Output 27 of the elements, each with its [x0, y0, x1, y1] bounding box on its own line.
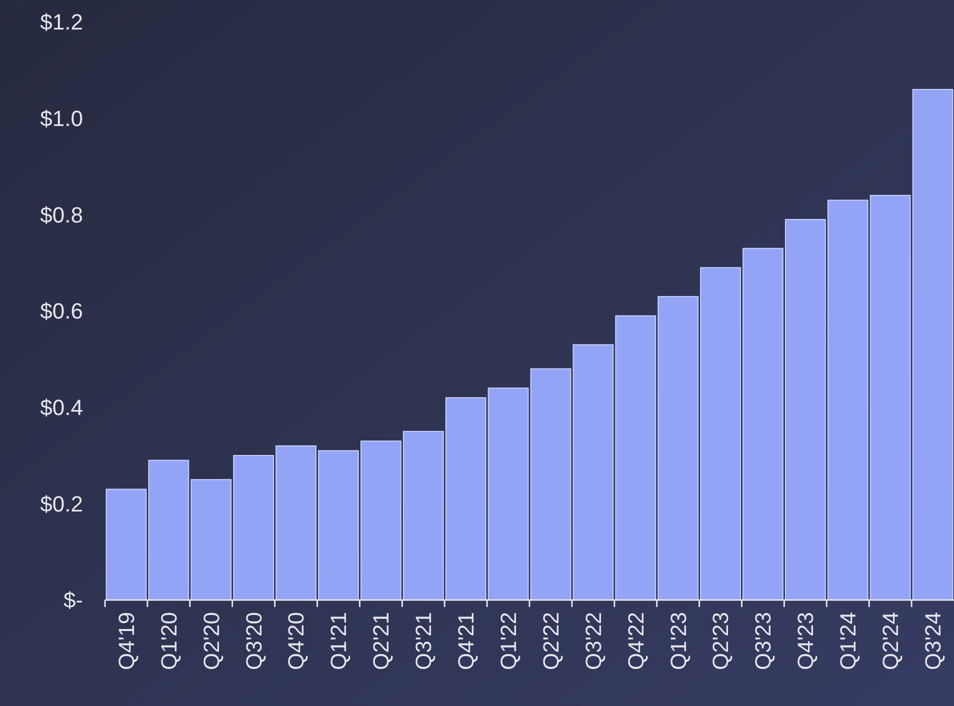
x-tick-label: Q3'22	[580, 612, 606, 670]
x-tick-label: Q2'20	[198, 612, 224, 670]
y-tick-label: $1.0	[40, 106, 83, 132]
x-tick-label: Q3'24	[920, 612, 946, 670]
x-tick-label: Q2'23	[708, 612, 734, 670]
x-tick-label: Q2'22	[538, 612, 564, 670]
y-tick-label: $0.8	[40, 202, 83, 228]
x-tick-label: Q1'21	[326, 612, 352, 670]
x-tick-label: Q3'21	[411, 612, 436, 670]
x-tick-label: Q2'24	[878, 612, 904, 670]
y-tick-label: $0.2	[40, 491, 83, 516]
x-tick-label: Q1'24	[836, 612, 861, 670]
x-tick-label: Q1'22	[496, 612, 521, 670]
x-tick-label: Q2'21	[368, 612, 394, 670]
x-tick-label: Q4'21	[454, 612, 479, 670]
x-tick-label: Q4'22	[623, 612, 648, 670]
y-tick-label: $0.6	[40, 298, 83, 324]
x-tick-label: Q3'23	[750, 612, 776, 670]
x-tick-label: Q4'19	[114, 612, 139, 670]
y-tick-label: $-	[63, 588, 83, 613]
x-tick-label: Q4'20	[284, 612, 309, 670]
y-tick-label: $0.4	[40, 395, 83, 420]
y-tick-label: $1.2	[40, 10, 83, 35]
x-tick-label: Q3'20	[241, 612, 266, 670]
x-tick-label: Q1'23	[666, 612, 691, 670]
x-tick-label: Q4'23	[793, 612, 818, 670]
x-tick-label: Q1'20	[156, 612, 182, 670]
